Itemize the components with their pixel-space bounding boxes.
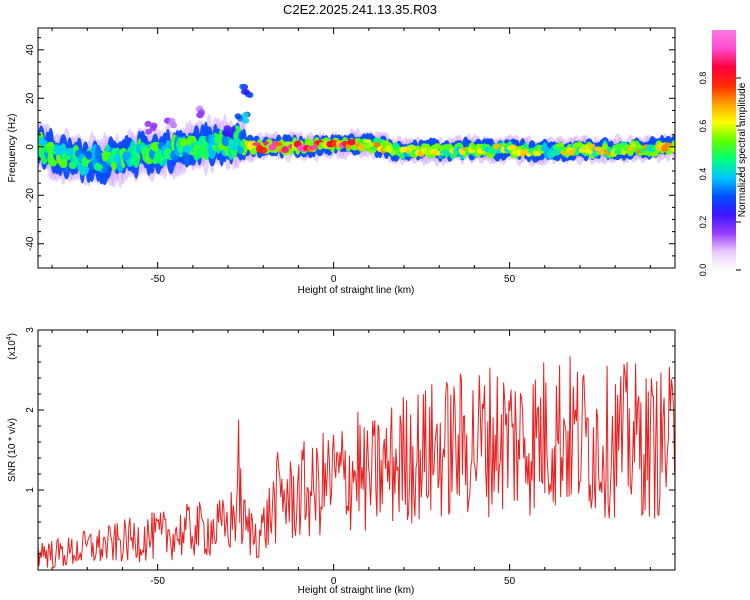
spectrogram-burst <box>144 121 152 128</box>
spectrogram-cell <box>56 145 64 155</box>
colorbar-tick-label: 0.2 <box>698 216 708 229</box>
spectrogram-axes: -50 0 50 -40 -20 0 20 40 <box>25 28 675 285</box>
spectrogram-frame <box>37 27 676 269</box>
spectrogram-cell <box>148 148 156 160</box>
spectrogram-cell <box>58 158 68 169</box>
spectrogram-x-axis-label: Height of straight line (km) <box>298 285 415 296</box>
y-tick-label: 0 <box>25 144 36 150</box>
spectrogram-heatmap <box>38 83 675 189</box>
y-tick-label: 20 <box>25 92 36 104</box>
spectrogram-cell <box>85 150 92 160</box>
x-tick-label: 50 <box>504 274 516 285</box>
colorbar-label: Normalized spectral amplitude <box>737 82 748 217</box>
spectrogram-cell <box>195 147 204 158</box>
colorbar-tick-label: 0.6 <box>698 120 708 133</box>
spectrogram-burst <box>145 128 153 135</box>
spectrogram-cell <box>386 144 394 153</box>
x-tick-label: -50 <box>150 274 165 285</box>
spectrogram-cell <box>598 149 605 156</box>
snr-series-line <box>37 356 676 569</box>
spectrogram-cell <box>627 146 634 151</box>
y-tick-label: -20 <box>25 188 36 203</box>
x-tick-label: -50 <box>150 576 165 587</box>
spectrogram-cell <box>557 146 564 152</box>
spectrogram-burst <box>241 112 249 119</box>
spectrogram-cell <box>540 146 550 152</box>
spectrogram-cell <box>358 145 365 151</box>
spectrogram-burst <box>168 117 176 124</box>
spectrogram-burst <box>223 125 231 132</box>
spectrogram-cell <box>630 142 637 148</box>
spectrogram-cell <box>275 141 283 147</box>
spectrogram-cell <box>617 142 624 150</box>
figure-title: C2E2.2025.241.13.35.R03 <box>283 2 437 17</box>
spectrogram-burst <box>246 92 254 98</box>
spectrogram-cell <box>252 142 262 147</box>
spectrogram-cell <box>602 143 608 151</box>
colorbar-tick-label: 0.0 <box>698 264 708 277</box>
spectrogram-cell <box>392 142 400 151</box>
spectrogram-burst <box>198 109 206 116</box>
svg-text:(x104): (x104) <box>6 333 18 360</box>
spectrogram-cell <box>363 139 372 144</box>
x-tick-label: 50 <box>504 576 516 587</box>
spectrogram-cell <box>389 150 397 155</box>
y-tick-label: 2 <box>25 407 36 413</box>
spectrogram-burst <box>222 130 230 137</box>
snr-frame <box>37 329 676 571</box>
x-tick-label: 0 <box>331 576 337 587</box>
spectrogram-cell <box>213 135 224 144</box>
spectrogram-cell <box>258 146 268 154</box>
spectrogram-cell <box>65 147 74 157</box>
y-tick-label: 3 <box>25 327 36 333</box>
spectrogram-cell <box>347 139 356 146</box>
y-tick-label: 1 <box>25 487 36 493</box>
colorbar-ticks: 0.0 0.2 0.4 0.6 0.8 <box>698 72 741 277</box>
snr-panel: -50 0 50 1 2 3 Height of straight line (km) S… <box>6 327 676 596</box>
spectrogram-cell <box>614 148 621 155</box>
spectrogram-cell <box>183 145 191 154</box>
spectrogram-cell <box>509 144 517 151</box>
spectrogram-burst <box>242 117 250 124</box>
spectrogram-cell <box>93 162 103 171</box>
snr-y-multiplier-exp: 4 <box>6 336 13 340</box>
y-tick-label: -40 <box>25 236 36 251</box>
x-tick-label: 0 <box>331 274 337 285</box>
snr-axes: -50 0 50 1 2 3 <box>25 327 675 587</box>
spectrogram-cell <box>150 141 160 152</box>
colorbar-tick-label: 0.8 <box>698 72 708 85</box>
spectrogram-cell <box>72 156 80 166</box>
spectrogram-cell <box>129 157 137 166</box>
spectrogram-cell <box>281 146 289 154</box>
spectrogram-burst <box>239 83 247 90</box>
spectrogram-cell <box>179 137 188 148</box>
spectrogram-y-axis-label: Frequency (Hz) <box>7 114 18 183</box>
spectrogram-cell <box>439 150 448 155</box>
spectrogram-cell <box>671 147 675 153</box>
spectrogram-cell <box>442 144 452 150</box>
spectrogram-cell <box>153 151 163 164</box>
spectrogram-cell <box>573 151 580 156</box>
spectrogram-burst <box>234 113 242 120</box>
colorbar: 0.0 0.2 0.4 0.6 0.8 Normalized spectral ampl… <box>698 30 748 276</box>
spectrogram-cell <box>423 150 432 157</box>
spectrogram-burst <box>229 126 236 133</box>
spectrogram-cell <box>177 144 184 154</box>
colorbar-gradient <box>712 30 736 270</box>
snr-y-multiplier: (x104) <box>6 333 18 360</box>
snr-x-axis-label: Height of straight line (km) <box>298 585 415 596</box>
spectrogram-cell <box>581 144 591 152</box>
snr-y-multiplier-base: (x10 <box>7 340 18 360</box>
y-tick-label: 40 <box>25 44 36 56</box>
snr-y-axis-label: SNR (10 * v/v) <box>7 418 18 482</box>
spectrogram-panel: -50 0 50 -40 -20 0 20 40 Height of straight lin… <box>7 27 676 296</box>
colorbar-tick-label: 0.4 <box>698 168 708 181</box>
spectrogram-cell <box>309 145 319 150</box>
